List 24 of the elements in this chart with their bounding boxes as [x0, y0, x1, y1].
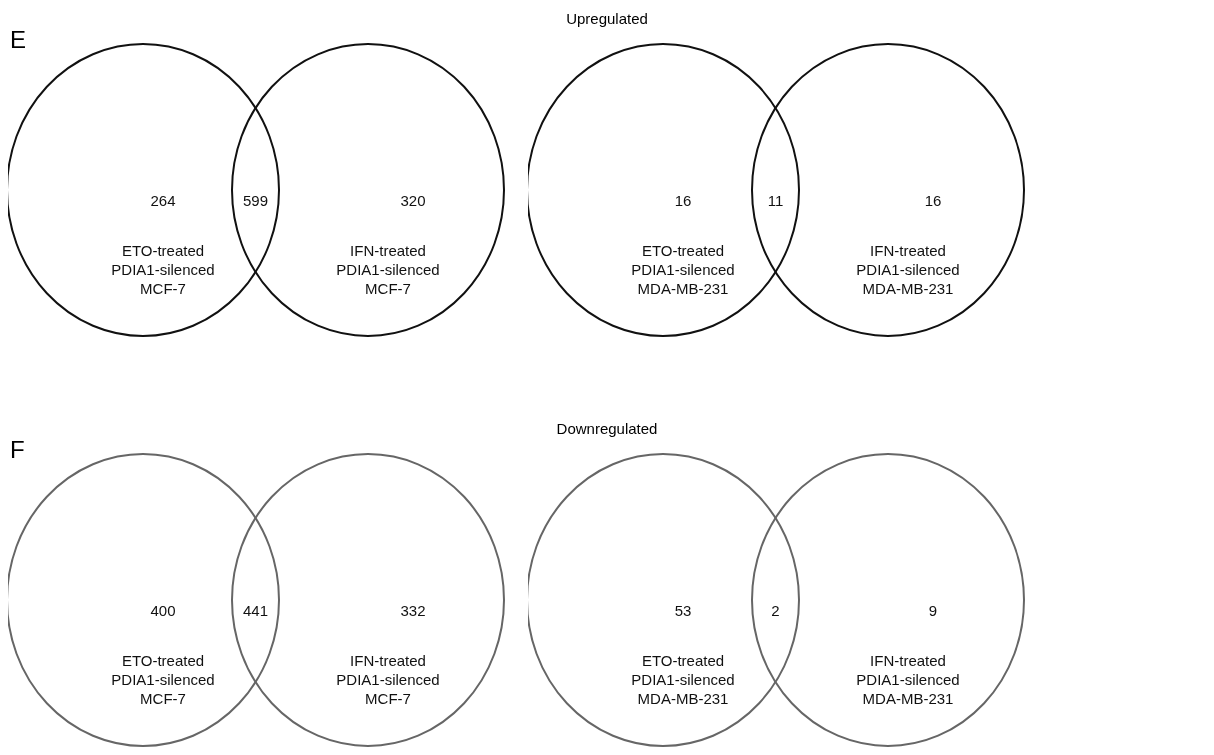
category-label: IFN-treated PDIA1-silenced MCF-7: [336, 652, 440, 708]
data-label: 599: [242, 192, 269, 210]
data-label: 16: [674, 192, 692, 210]
text: F: [10, 436, 25, 464]
data-label: 16: [924, 192, 942, 210]
data-label: 11: [767, 192, 784, 210]
data-label: 320: [400, 192, 426, 210]
text: Downregulated: [555, 420, 659, 437]
data-label: 53: [674, 602, 692, 620]
category-label: IFN-treated PDIA1-silenced MDA-MB-231: [856, 242, 960, 298]
data-label: 2: [771, 602, 780, 620]
text: Upregulated: [565, 10, 649, 27]
category-label: ETO-treated PDIA1-silenced MDA-MB-231: [631, 652, 735, 708]
data-label: 332: [400, 602, 426, 620]
data-label: 264: [150, 192, 176, 210]
category-label: ETO-treated PDIA1-silenced MDA-MB-231: [631, 242, 735, 298]
category-label: IFN-treated PDIA1-silenced MDA-MB-231: [856, 652, 960, 708]
data-label: 441: [242, 602, 269, 620]
category-label: ETO-treated PDIA1-silenced MCF-7: [111, 242, 215, 298]
category-label: IFN-treated PDIA1-silenced MCF-7: [336, 242, 440, 298]
data-label: 400: [150, 602, 176, 620]
text: E: [10, 26, 27, 54]
data-label: 9: [928, 602, 938, 620]
category-label: ETO-treated PDIA1-silenced MCF-7: [111, 652, 215, 708]
